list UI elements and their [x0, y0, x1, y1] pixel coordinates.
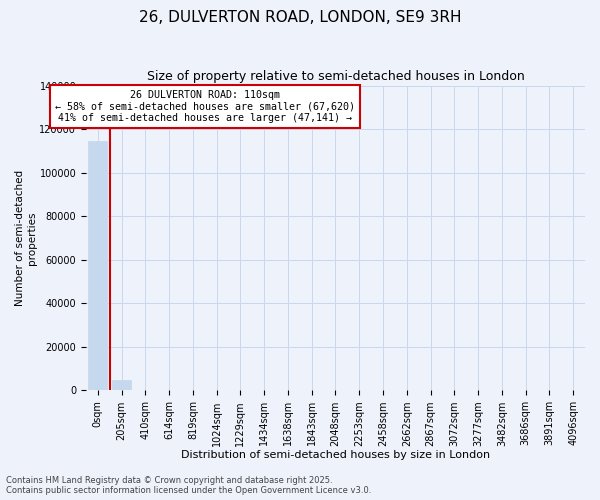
Text: 26 DULVERTON ROAD: 110sqm
← 58% of semi-detached houses are smaller (67,620)
41%: 26 DULVERTON ROAD: 110sqm ← 58% of semi-… — [55, 90, 355, 123]
Y-axis label: Number of semi-detached
properties: Number of semi-detached properties — [15, 170, 37, 306]
Text: 26, DULVERTON ROAD, LONDON, SE9 3RH: 26, DULVERTON ROAD, LONDON, SE9 3RH — [139, 10, 461, 25]
Title: Size of property relative to semi-detached houses in London: Size of property relative to semi-detach… — [146, 70, 524, 83]
Text: Contains HM Land Registry data © Crown copyright and database right 2025.
Contai: Contains HM Land Registry data © Crown c… — [6, 476, 371, 495]
Bar — [88, 140, 107, 390]
X-axis label: Distribution of semi-detached houses by size in London: Distribution of semi-detached houses by … — [181, 450, 490, 460]
Bar — [112, 380, 131, 390]
